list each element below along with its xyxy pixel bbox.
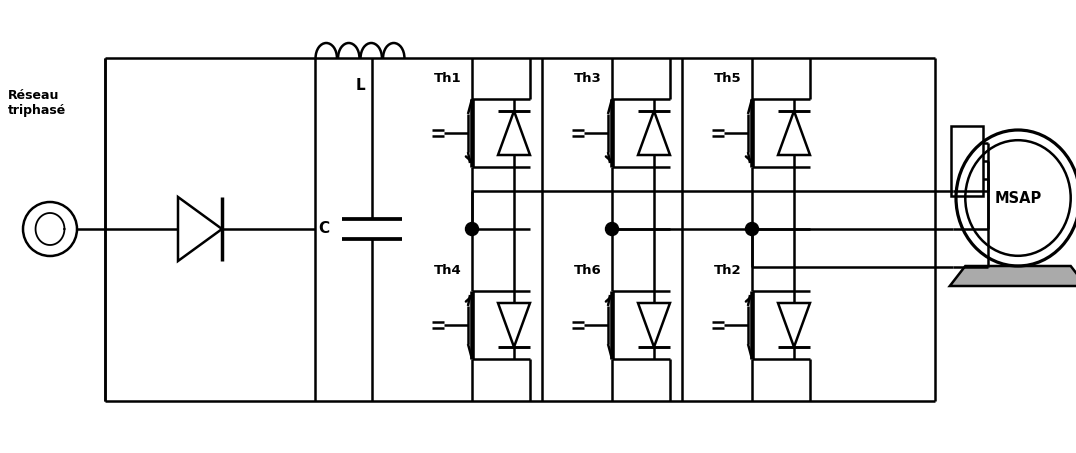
Text: Th5: Th5 xyxy=(714,72,741,86)
Text: Th2: Th2 xyxy=(714,265,741,278)
Text: Th4: Th4 xyxy=(434,265,462,278)
Text: L: L xyxy=(355,78,365,93)
Circle shape xyxy=(746,222,759,236)
Text: C: C xyxy=(318,222,329,236)
Text: Th1: Th1 xyxy=(434,72,462,86)
Text: Th6: Th6 xyxy=(574,265,601,278)
Bar xyxy=(951,125,983,196)
Text: MSAP: MSAP xyxy=(994,191,1042,206)
Text: Réseau
triphasé: Réseau triphasé xyxy=(8,89,67,117)
Circle shape xyxy=(466,222,479,236)
Text: Th3: Th3 xyxy=(574,72,601,86)
Circle shape xyxy=(606,222,619,236)
Polygon shape xyxy=(950,266,1076,286)
